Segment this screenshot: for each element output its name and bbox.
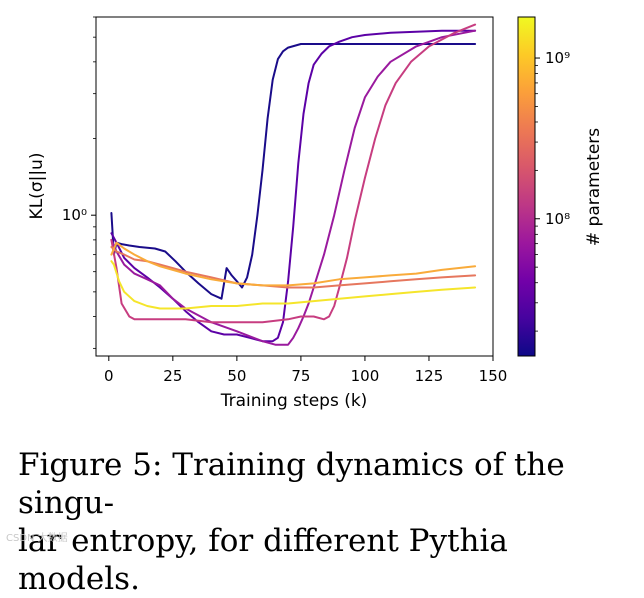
x-tick-label: 75 [291,367,310,385]
caption-line-2: lar entropy, for different Pythia models… [18,523,508,597]
x-tick-label: 125 [415,367,444,385]
caption-line-1: Figure 5: Training dynamics of the singu… [18,447,565,521]
plot-area: 0 25 50 75 100 125 150 10⁰ [62,16,507,385]
y-ticks: 10⁰ [62,16,96,349]
plot-frame [95,16,494,357]
series-line-model-7 [110,260,477,310]
x-ticks: 0 25 50 75 100 125 150 [104,356,507,385]
colorbar-tick-label: 10⁸ [545,210,570,228]
chart: 0 25 50 75 100 125 150 10⁰ Training steps (k) … [27,16,604,411]
colorbar-ticks: 10⁸ 10⁹ [535,49,570,332]
x-tick-label: 100 [351,367,380,385]
series-line-model-1 [110,43,477,300]
x-axis-label: Training steps (k) [220,391,368,411]
colorbar-bar [517,16,536,357]
y-axis-label: KL(σ||u) [27,153,47,220]
series-layer [110,23,477,346]
series-line-model-4 [110,23,477,324]
colorbar-tick-label: 10⁹ [545,49,570,67]
x-tick-label: 50 [227,367,246,385]
x-tick-label: 0 [104,367,114,385]
colorbar: 10⁸ 10⁹ # parameters [517,16,604,357]
series-line-model-2 [110,29,477,343]
figure-caption: Figure 5: Training dynamics of the singu… [18,446,628,598]
series-line-model-6 [110,241,477,287]
y-tick-label: 10⁰ [62,206,87,224]
x-tick-label: 25 [163,367,182,385]
colorbar-label: # parameters [584,128,604,246]
series-line-model-3 [110,29,477,346]
watermark: CSDN 大数据 [6,533,68,544]
x-tick-label: 150 [479,367,508,385]
